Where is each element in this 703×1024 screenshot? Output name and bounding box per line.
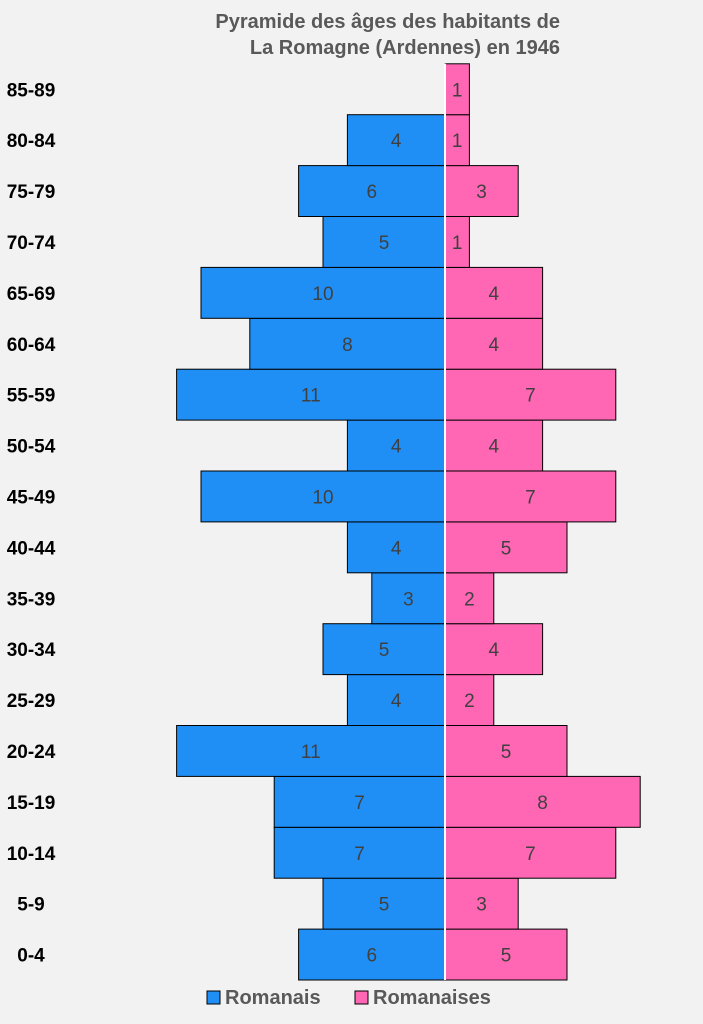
age-label-85-89: 85-89 [7, 80, 56, 101]
bar-romanais-55-59 [176, 368, 446, 421]
bar-romanais-10-14 [273, 826, 446, 879]
age-label-20-24: 20-24 [7, 742, 56, 763]
chart-title-line-2: La Romagne (Ardennes) en 1946 [250, 37, 560, 59]
age-label-15-19: 15-19 [7, 793, 56, 814]
value-label-romanaises-80-84: 1 [452, 131, 463, 152]
bar-romanais-65-69 [200, 266, 446, 319]
bar-romanaises-25-29 [444, 674, 495, 726]
value-label-romanais-20-24: 11 [301, 742, 321, 763]
value-label-romanais-65-69: 10 [312, 284, 333, 305]
value-label-romanais-50-54: 4 [391, 437, 402, 458]
value-label-romanaises-55-59: 7 [525, 386, 536, 407]
bar-romanais-40-44 [346, 521, 446, 574]
value-label-romanais-25-29: 4 [391, 691, 402, 712]
bar-romanaises-5-9 [444, 877, 519, 930]
age-label-45-49: 45-49 [7, 487, 56, 508]
legend-swatch-romanais [206, 990, 221, 1005]
bars-group [176, 63, 641, 981]
value-label-romanais-15-19: 7 [354, 793, 365, 814]
bar-romanais-0-4 [298, 928, 446, 981]
bar-romanais-30-34 [322, 623, 446, 676]
value-label-romanais-55-59: 11 [301, 386, 321, 407]
value-label-romanais-10-14: 7 [354, 844, 365, 865]
value-label-romanaises-15-19: 8 [537, 793, 548, 814]
value-label-romanaises-65-69: 4 [489, 284, 500, 305]
bar-romanaises-20-24 [444, 725, 568, 777]
age-label-5-9: 5-9 [17, 895, 44, 916]
bar-romanaises-45-49 [444, 470, 617, 523]
bar-romanaises-80-84 [444, 114, 470, 167]
bar-romanais-50-54 [346, 419, 446, 472]
value-label-romanaises-50-54: 4 [489, 437, 500, 458]
value-label-romanaises-5-9: 3 [476, 895, 487, 916]
value-label-romanais-30-34: 5 [379, 640, 390, 661]
value-label-romanais-35-39: 3 [403, 589, 414, 610]
value-label-romanaises-70-74: 1 [452, 233, 463, 254]
value-label-romanaises-45-49: 7 [525, 487, 536, 508]
value-label-romanais-70-74: 5 [379, 233, 390, 254]
legend-label-romanaises: Romanaises [373, 987, 491, 1009]
bar-romanaises-65-69 [444, 266, 544, 319]
age-label-65-69: 65-69 [7, 284, 56, 305]
age-label-30-34: 30-34 [7, 640, 56, 661]
bar-romanais-60-64 [249, 317, 446, 370]
age-label-60-64: 60-64 [7, 335, 56, 356]
value-label-romanaises-30-34: 4 [489, 640, 500, 661]
age-labels-group: 0-4 5-9 10-14 15-19 20-24 25-29 30-34 35-39 40-4… [7, 80, 56, 966]
value-label-romanaises-35-39: 2 [464, 589, 475, 610]
value-labels-group: 6 55 37 77 811 54 25 43 24 510 74 411 78 410 45 16 34 11 [301, 80, 548, 966]
bar-romanaises-10-14 [444, 826, 617, 879]
value-label-romanais-45-49: 10 [312, 487, 333, 508]
age-label-50-54: 50-54 [7, 437, 56, 458]
legend-swatch-romanaises [354, 990, 369, 1005]
value-label-romanaises-20-24: 5 [501, 742, 512, 763]
value-label-romanaises-60-64: 4 [489, 335, 500, 356]
bar-romanais-20-24 [176, 725, 446, 777]
chart-title: Pyramide des âges des habitants de La Ro… [215, 11, 560, 59]
bar-romanaises-60-64 [444, 317, 544, 370]
bar-romanais-45-49 [200, 470, 446, 523]
bar-romanaises-75-79 [444, 165, 519, 218]
bar-romanaises-0-4 [444, 928, 568, 981]
bar-romanaises-55-59 [444, 368, 617, 421]
value-label-romanaises-10-14: 7 [525, 844, 536, 865]
value-label-romanais-40-44: 4 [391, 538, 402, 559]
bar-romanais-15-19 [273, 775, 446, 828]
value-label-romanais-60-64: 8 [342, 335, 353, 356]
age-label-10-14: 10-14 [7, 844, 56, 865]
value-label-romanaises-0-4: 5 [501, 946, 512, 967]
age-label-0-4: 0-4 [17, 946, 45, 967]
value-label-romanaises-25-29: 2 [464, 691, 475, 712]
age-label-40-44: 40-44 [7, 538, 56, 559]
age-label-75-79: 75-79 [7, 182, 56, 203]
value-label-romanaises-85-89: 1 [452, 80, 463, 101]
value-label-romanaises-40-44: 5 [501, 538, 512, 559]
age-label-80-84: 80-84 [7, 131, 56, 152]
legend-label-romanais: Romanais [225, 987, 321, 1009]
age-label-70-74: 70-74 [7, 233, 56, 254]
value-label-romanais-80-84: 4 [391, 131, 402, 152]
age-label-55-59: 55-59 [7, 386, 56, 407]
value-label-romanais-75-79: 6 [367, 182, 378, 203]
value-label-romanaises-75-79: 3 [476, 182, 487, 203]
legend: Romanais Romanaises [206, 987, 491, 1009]
chart-title-line-1: Pyramide des âges des habitants de [215, 11, 560, 33]
age-label-35-39: 35-39 [7, 589, 56, 610]
value-label-romanais-0-4: 6 [367, 946, 378, 967]
value-label-romanais-5-9: 5 [379, 895, 390, 916]
age-label-25-29: 25-29 [7, 691, 56, 712]
bar-romanais-70-74 [322, 216, 446, 268]
bar-romanaises-85-89 [444, 63, 470, 116]
